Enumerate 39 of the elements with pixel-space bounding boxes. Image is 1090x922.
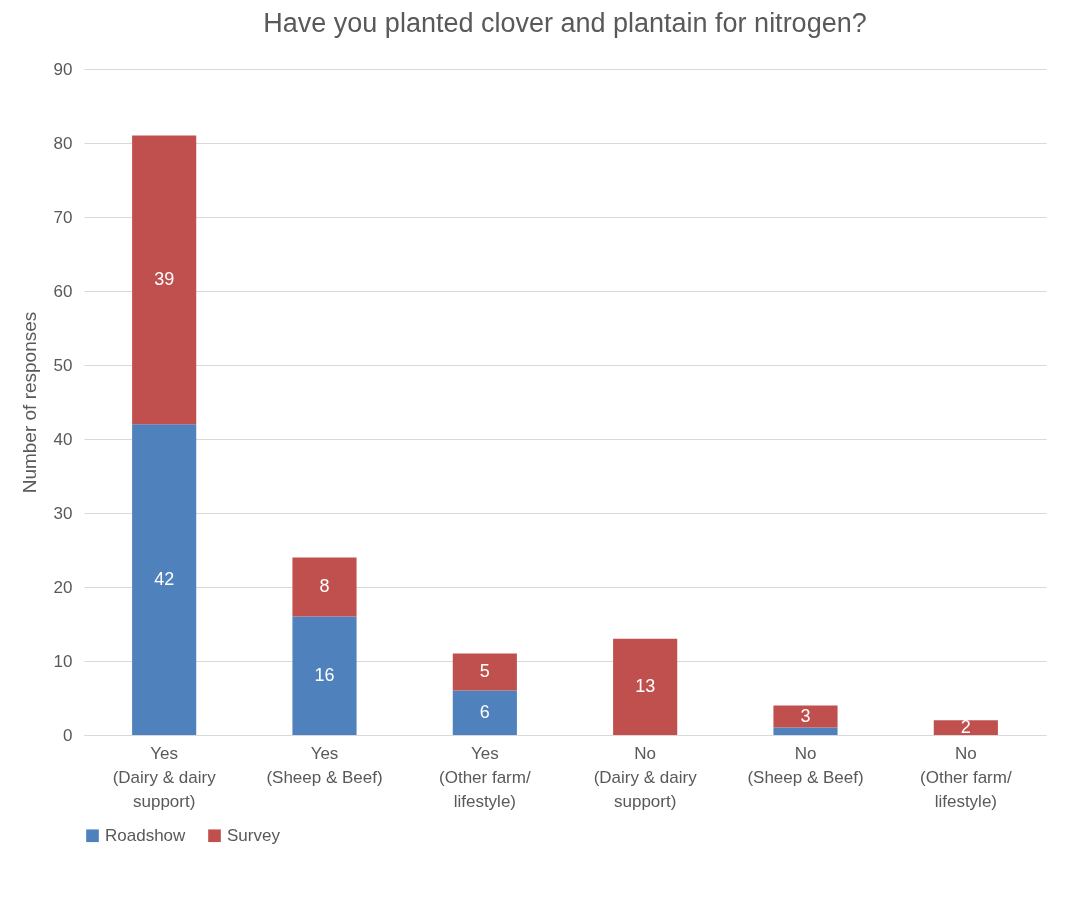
data-label: 39 <box>154 268 175 289</box>
bar <box>292 557 357 617</box>
y-tick-label: 60 <box>53 281 73 301</box>
y-tick-label: 80 <box>53 133 73 153</box>
data-label: 42 <box>154 568 175 589</box>
x-tick-label: Yes (Dairy & dairy support) <box>112 743 217 811</box>
y-tick-label: 20 <box>53 577 73 597</box>
y-tick-label: 40 <box>53 429 73 449</box>
bar <box>132 135 197 425</box>
bar <box>773 727 838 735</box>
data-label: 16 <box>314 664 335 685</box>
legend-label: Survey <box>227 825 281 845</box>
y-tick-label: 0 <box>63 725 73 745</box>
bar <box>773 705 838 728</box>
x-tick-label: Yes (Sheep & Beef) <box>266 743 383 787</box>
bar <box>452 690 517 735</box>
bar <box>452 653 517 691</box>
bar <box>292 616 357 735</box>
chart-title: Have you planted clover and plantain for nitrogen? <box>263 8 867 38</box>
data-label: 3 <box>800 705 811 726</box>
x-tick-label: No (Dairy & dairy support) <box>593 743 698 811</box>
data-label: 8 <box>319 576 330 596</box>
bar <box>613 638 678 735</box>
data-label: 2 <box>960 716 971 737</box>
y-tick-label: 30 <box>53 503 73 523</box>
y-axis-title: Number of responses <box>18 311 40 494</box>
y-tick-label: 10 <box>53 651 73 671</box>
y-tick-label: 90 <box>53 59 73 79</box>
legend-label: Roadshow <box>105 825 187 845</box>
y-tick-label: 50 <box>53 355 73 375</box>
data-label: 6 <box>479 701 490 722</box>
x-tick-label: No (Sheep & Beef) <box>747 743 864 787</box>
data-label: 13 <box>635 675 656 696</box>
bar <box>933 720 998 735</box>
data-label: 5 <box>479 661 490 682</box>
y-tick-label: 70 <box>53 207 73 227</box>
x-tick-label: No (Other farm/ lifestyle) <box>920 743 1012 811</box>
bar <box>132 424 197 735</box>
x-tick-label: Yes (Other farm/ lifestyle) <box>439 743 531 811</box>
